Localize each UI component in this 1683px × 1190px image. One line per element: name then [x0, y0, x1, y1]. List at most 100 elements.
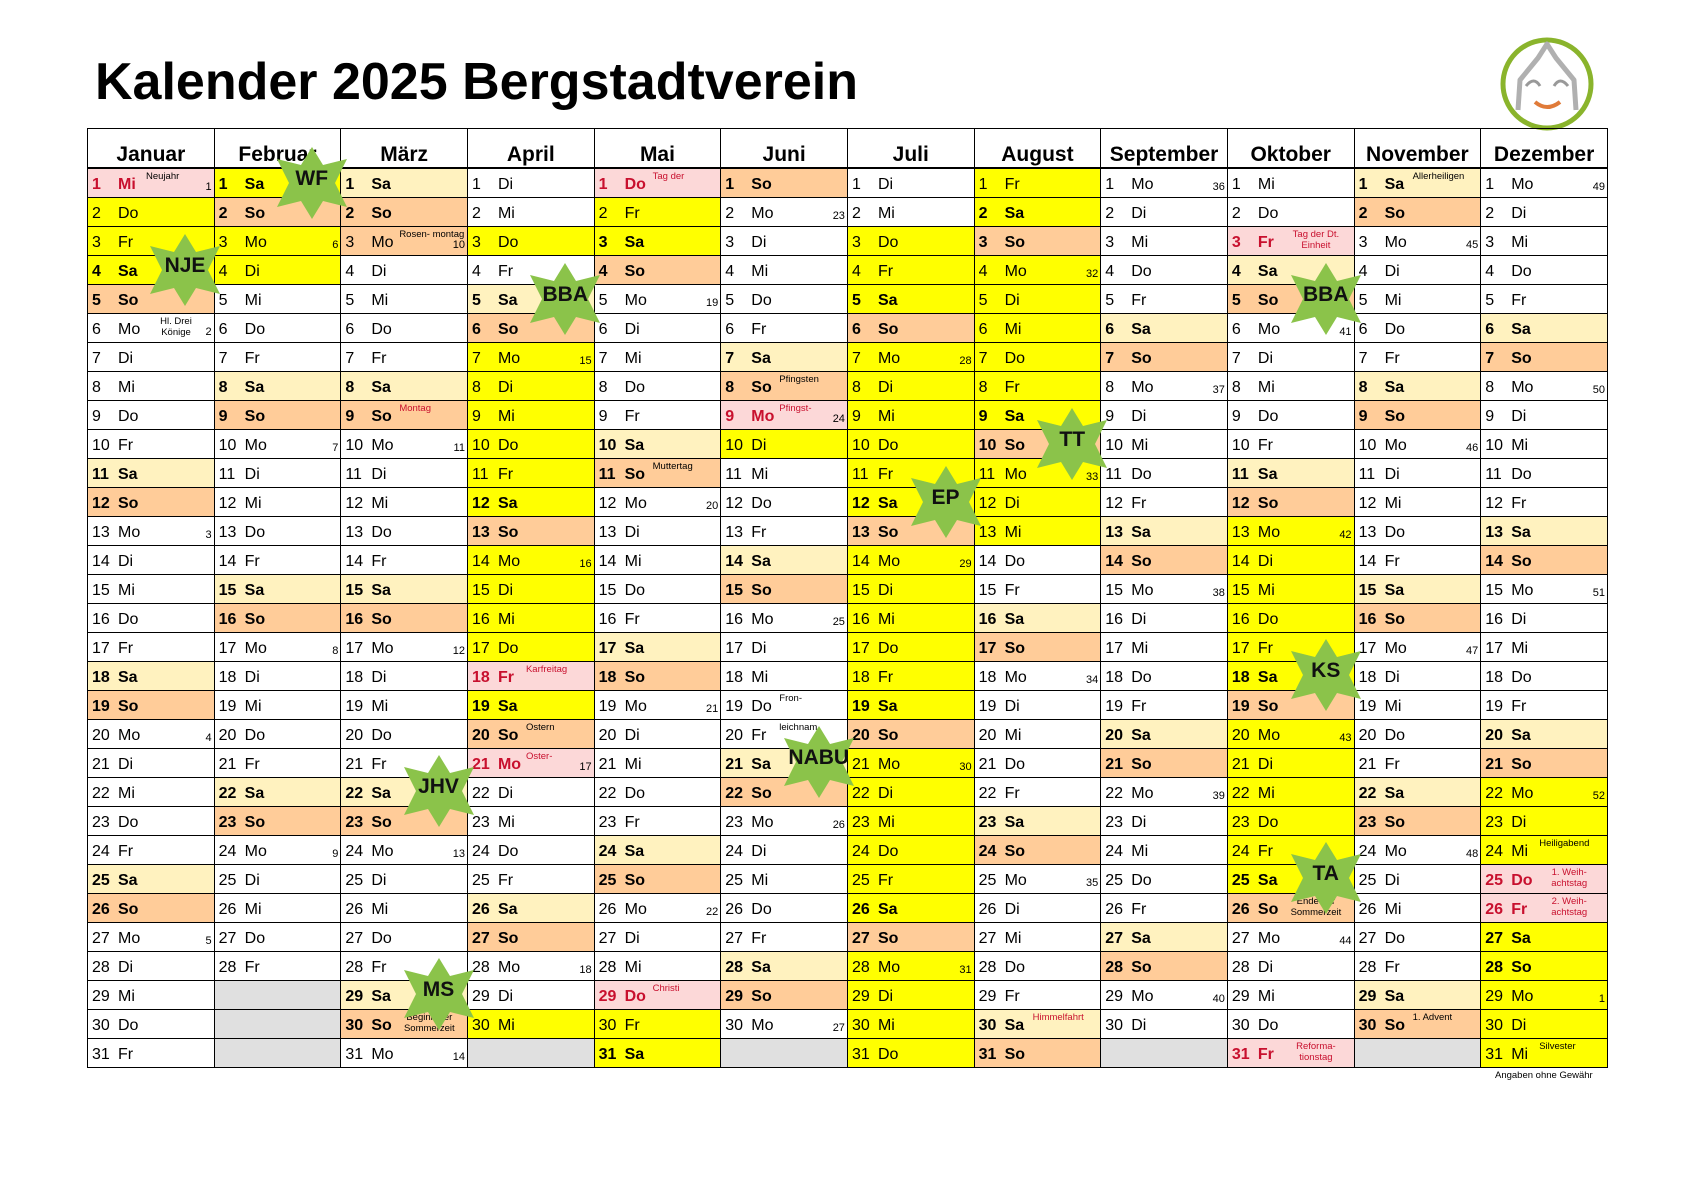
- day-number: 2: [725, 205, 735, 222]
- day-number: 22: [218, 785, 237, 802]
- month-header: Juli: [846, 128, 975, 169]
- day-number: 24: [471, 843, 490, 860]
- day-cell: 14 Sa: [720, 545, 848, 575]
- weekday: Fr: [497, 669, 514, 686]
- day-number: 3: [978, 234, 988, 251]
- day-cell: 17 Mo 8: [213, 632, 342, 662]
- day-number: 30: [92, 1017, 110, 1034]
- weekday: So: [1511, 350, 1532, 367]
- day-cell: 5 Fr: [1100, 284, 1228, 314]
- weekday: Sa: [1511, 524, 1531, 541]
- week-number: 28: [959, 355, 972, 367]
- day-number: 7: [1485, 350, 1495, 367]
- day-number: 16: [1358, 611, 1377, 628]
- day-number: 9: [345, 408, 355, 425]
- day-cell: 15 Do: [593, 574, 722, 604]
- weekday: Mo: [877, 756, 901, 773]
- weekday: Fr: [1384, 959, 1400, 976]
- day-cell: 20 Mo 43: [1226, 719, 1355, 749]
- day-cell: 25 Di: [340, 864, 468, 894]
- weekday: Mo: [118, 321, 141, 338]
- day-number: 7: [851, 350, 861, 367]
- day-cell: 19 Fr: [1480, 690, 1608, 720]
- weekday: Mo: [1257, 524, 1281, 541]
- day-cell: 25 Di: [213, 864, 342, 894]
- day-row: 30 Do 30 So Beginn der Sommerzeit 30 Mi 30 Fr 30 M…: [87, 1009, 1608, 1039]
- day-number: 18: [978, 669, 997, 686]
- day-cell: 25 Fr: [466, 864, 595, 894]
- day-number: 14: [92, 553, 110, 570]
- weekday: Do: [1004, 553, 1026, 570]
- day-cell: 8 Do: [593, 371, 722, 401]
- day-number: 13: [1105, 524, 1124, 541]
- day-number: 26: [92, 901, 110, 918]
- day-number: 5: [218, 292, 228, 309]
- weekday: So: [1004, 640, 1026, 657]
- day-cell: 2 Mi: [846, 197, 975, 227]
- week-number: 32: [1086, 268, 1099, 280]
- month-header: Dezember: [1480, 128, 1608, 169]
- month-header: Januar: [87, 128, 215, 169]
- day-number: 11: [1105, 466, 1122, 483]
- weekday: Mi: [1131, 437, 1149, 454]
- event-badge-label: EP: [931, 485, 960, 509]
- day-cell: 29 So: [720, 980, 848, 1010]
- weekday: Sa: [1257, 263, 1278, 280]
- weekday: Mi: [371, 901, 389, 918]
- holiday-note: Ostern: [525, 722, 555, 733]
- weekday: Do: [751, 698, 772, 715]
- day-cell: 18 Do: [1100, 661, 1228, 691]
- day-cell: 17 Mi: [1480, 632, 1608, 662]
- day-row: 26 So 26 Mi 26 Mi 26 Sa 26 Mo 22 26 Do 26 Sa 26 Di 26 Fr 26…: [87, 893, 1608, 923]
- day-cell: 5 Mi: [340, 284, 468, 314]
- weekday: So: [877, 727, 899, 744]
- weekday: Di: [877, 582, 894, 599]
- weekday: Fr: [1131, 901, 1147, 918]
- month-header: April: [466, 128, 595, 169]
- day-cell: 12 Mo 20: [593, 487, 722, 517]
- day-number: 18: [218, 669, 237, 686]
- day-number: 26: [725, 901, 744, 918]
- day-cell: 7 Do: [973, 342, 1102, 372]
- day-number: 4: [598, 263, 608, 280]
- day-cell: 30 So 1. Advent: [1353, 1009, 1482, 1039]
- weekday: Do: [624, 176, 646, 193]
- day-number: 3: [725, 234, 735, 251]
- day-cell: 2 So: [340, 197, 468, 227]
- weekday: Do: [1131, 466, 1152, 483]
- day-number: 5: [851, 292, 861, 309]
- day-cell: 5 Fr: [1480, 284, 1608, 314]
- weekday: Sa: [1004, 611, 1025, 628]
- week-number: 27: [832, 1022, 845, 1034]
- day-number: 20: [725, 727, 744, 744]
- day-number: 31: [598, 1046, 617, 1063]
- day-number: 23: [471, 814, 490, 831]
- day-cell: 4 Di: [1353, 255, 1482, 285]
- day-cell: 26 Mi: [213, 893, 342, 923]
- day-cell: 30 Di: [1480, 1009, 1608, 1039]
- day-cell: 17 Mo 47: [1353, 632, 1482, 662]
- week-number: 20: [706, 500, 719, 512]
- weekday: Sa: [1131, 727, 1151, 744]
- day-number: 11: [218, 466, 236, 483]
- weekday: Mo: [118, 930, 141, 947]
- day-number: 11: [1358, 466, 1376, 483]
- day-cell: 19 Do Fron-: [720, 690, 848, 720]
- weekday: Mo: [751, 814, 774, 831]
- week-number: 38: [1212, 587, 1225, 599]
- weekday: Fr: [1257, 437, 1274, 454]
- day-cell: 31 Fr: [87, 1038, 215, 1068]
- day-cell: 19 So: [1226, 690, 1355, 720]
- weekday: Do: [624, 988, 646, 1005]
- day-number: 25: [598, 872, 617, 889]
- day-cell: 26 Mo 22: [593, 893, 722, 923]
- day-cell: 26 Sa: [466, 893, 595, 923]
- day-cell: 30 Do: [87, 1009, 215, 1039]
- weekday: Mi: [624, 350, 642, 367]
- day-number: 19: [1105, 698, 1124, 715]
- day-number: 2: [598, 205, 608, 222]
- day-cell: 26 Mi: [1353, 893, 1482, 923]
- day-cell: 25 Mo 35: [973, 864, 1102, 894]
- weekday: So: [371, 408, 392, 425]
- day-number: 6: [851, 321, 861, 338]
